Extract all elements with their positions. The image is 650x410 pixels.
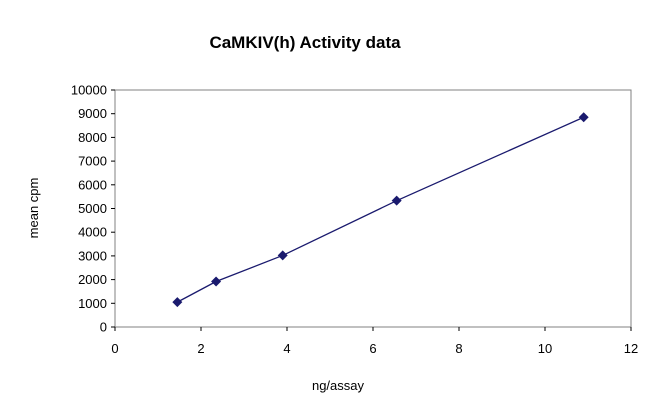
- x-tick-label: 10: [538, 341, 552, 356]
- series-line: [177, 116, 584, 303]
- x-tick-label: 6: [369, 341, 376, 356]
- y-tick-label: 9000: [78, 106, 107, 121]
- data-point-marker: [211, 276, 222, 287]
- y-tick-label: 1000: [78, 296, 107, 311]
- y-tick-label: 10000: [71, 83, 107, 98]
- data-point-marker: [391, 195, 402, 206]
- y-axis-label: mean cpm: [26, 178, 41, 239]
- x-tick-label: 8: [455, 341, 462, 356]
- x-tick-label: 12: [624, 341, 638, 356]
- y-tick-label: 7000: [78, 154, 107, 169]
- x-axis-label: ng/assay: [312, 378, 365, 393]
- y-tick-label: 5000: [78, 201, 107, 216]
- x-tick-label: 4: [283, 341, 290, 356]
- y-tick-label: 3000: [78, 248, 107, 263]
- y-tick-label: 8000: [78, 130, 107, 145]
- y-tick-label: 0: [100, 320, 107, 335]
- x-axis: 0 2 4 6 8 10 12: [111, 327, 638, 356]
- plot-area: [114, 89, 632, 328]
- data-point-marker: [578, 112, 589, 123]
- y-tick-label: 4000: [78, 225, 107, 240]
- y-tick-label: 2000: [78, 272, 107, 287]
- series-layer: [172, 112, 589, 308]
- x-tick-label: 2: [197, 341, 204, 356]
- data-point-marker: [172, 297, 183, 308]
- chart-title: CaMKIV(h) Activity data: [209, 33, 401, 52]
- data-point-marker: [277, 250, 288, 261]
- y-axis: 0 1000 2000 3000 4000 5000 6000 7000 8000 9000 100…: [71, 83, 115, 335]
- x-tick-label: 0: [111, 341, 118, 356]
- y-tick-label: 6000: [78, 177, 107, 192]
